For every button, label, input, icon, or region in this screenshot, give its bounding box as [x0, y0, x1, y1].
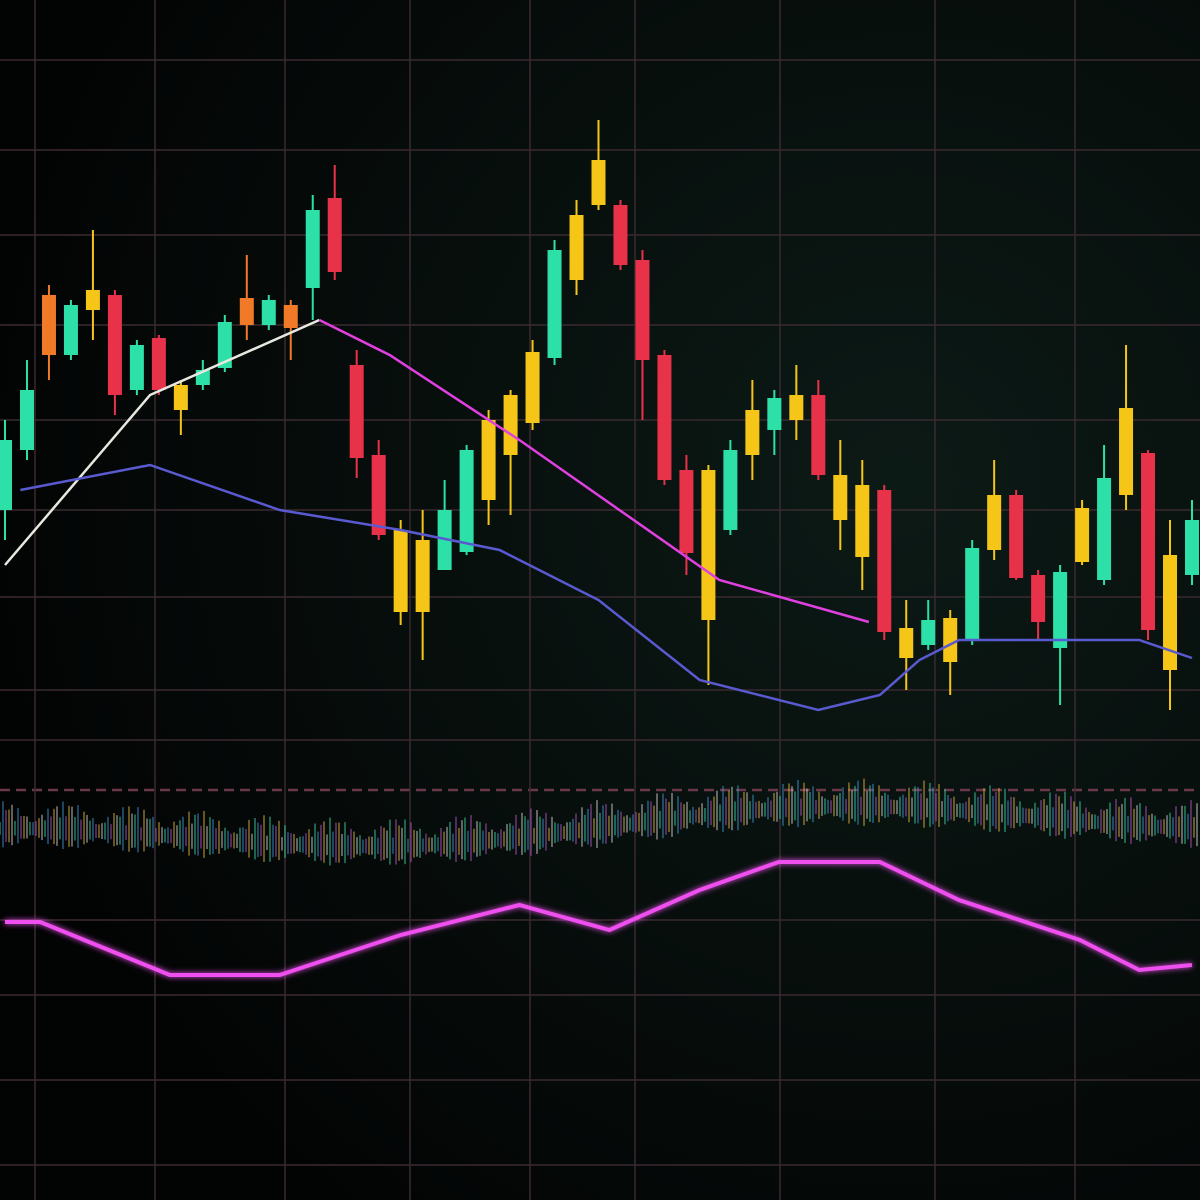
candle-body	[987, 495, 1002, 550]
candle-body	[459, 450, 474, 552]
candle-body	[41, 295, 56, 355]
candle-body	[811, 395, 826, 475]
noise-band	[0, 778, 1198, 866]
candle-body	[0, 440, 12, 510]
candle-body	[283, 305, 298, 328]
candle-body	[525, 352, 540, 423]
candle-body	[1031, 575, 1046, 622]
candle-body	[965, 548, 980, 640]
candle-body	[745, 410, 760, 455]
candle-body	[591, 160, 606, 205]
moving-average	[318, 318, 870, 624]
candle-body	[63, 305, 78, 355]
candle-body	[173, 385, 188, 410]
candle-body	[1185, 520, 1199, 575]
candle-body	[129, 345, 144, 390]
candle-body	[877, 490, 892, 632]
moving-average	[4, 318, 320, 566]
candle-body	[217, 322, 232, 368]
candle-body	[19, 390, 34, 450]
candle-body	[1097, 478, 1112, 580]
candle-body	[921, 620, 936, 645]
candle-body	[107, 295, 122, 395]
oscillator-line	[5, 860, 1193, 977]
candle-body	[327, 198, 342, 272]
candle-body	[679, 470, 694, 553]
candle-body	[1009, 495, 1024, 578]
candle-body	[1141, 453, 1156, 630]
candle-body	[723, 450, 738, 530]
candle-body	[833, 475, 848, 520]
candle-body	[305, 210, 320, 288]
candle-body	[789, 395, 804, 420]
candle-body	[415, 540, 430, 612]
candle-body	[547, 250, 562, 358]
candle-body	[1075, 508, 1090, 562]
candle-body	[767, 398, 782, 430]
candle-body	[503, 395, 518, 455]
candle-body	[1119, 408, 1134, 495]
candle-body	[701, 470, 716, 620]
candle-body	[899, 628, 914, 658]
candle-body	[151, 338, 166, 390]
candle-body	[943, 618, 958, 662]
candle-body	[657, 355, 672, 480]
candle-body	[1163, 555, 1178, 670]
candle-body	[85, 290, 100, 310]
candle-body	[371, 455, 386, 535]
candle-body	[239, 298, 254, 325]
candle-body	[635, 260, 650, 360]
candle-body	[855, 485, 870, 557]
candle-body	[261, 300, 276, 325]
candle-body	[569, 215, 584, 280]
candle-body	[1053, 572, 1068, 648]
candle-body	[613, 205, 628, 265]
candle-body	[349, 365, 364, 458]
candle-body	[393, 530, 408, 612]
candle-body	[481, 420, 496, 500]
moving-average	[20, 463, 1193, 712]
